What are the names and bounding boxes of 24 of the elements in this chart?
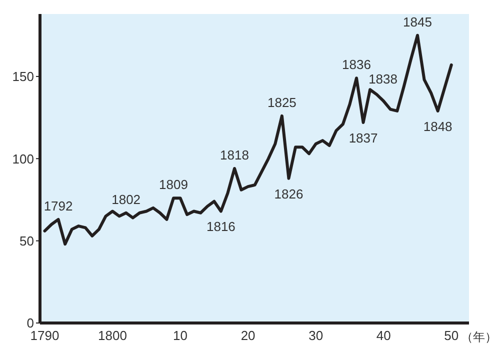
annotation: 1825 — [267, 94, 296, 110]
annotation: 1802 — [112, 192, 141, 207]
annotation: 1836 — [342, 57, 371, 72]
annotation: 1848 — [423, 118, 452, 134]
annotation: 1809 — [159, 177, 188, 192]
y-tick-label: 100 — [12, 151, 34, 166]
annotation: 1837 — [348, 130, 378, 146]
x-tick-label: 1800 — [98, 328, 127, 344]
annotation: 1816 — [206, 219, 236, 234]
annotation: 1838 — [368, 72, 398, 87]
x-tick-label: 1790 — [30, 328, 60, 344]
x-tick-label: 20 — [240, 328, 256, 344]
x-axis-title: （年） — [461, 330, 497, 344]
x-tick-label: 50 — [444, 328, 459, 344]
annotation: 1818 — [220, 148, 249, 162]
annotation: 1826 — [274, 186, 304, 202]
y-tick-label: 150 — [12, 69, 34, 84]
annotation: 1792 — [44, 198, 73, 214]
x-tick-label: 40 — [376, 328, 391, 344]
y-tick-label: 0 — [26, 316, 34, 331]
annotation: 1845 — [403, 14, 432, 30]
x-tick-label: 30 — [308, 328, 324, 344]
y-tick-label: 50 — [20, 233, 34, 248]
x-tick-label: 10 — [173, 328, 188, 344]
